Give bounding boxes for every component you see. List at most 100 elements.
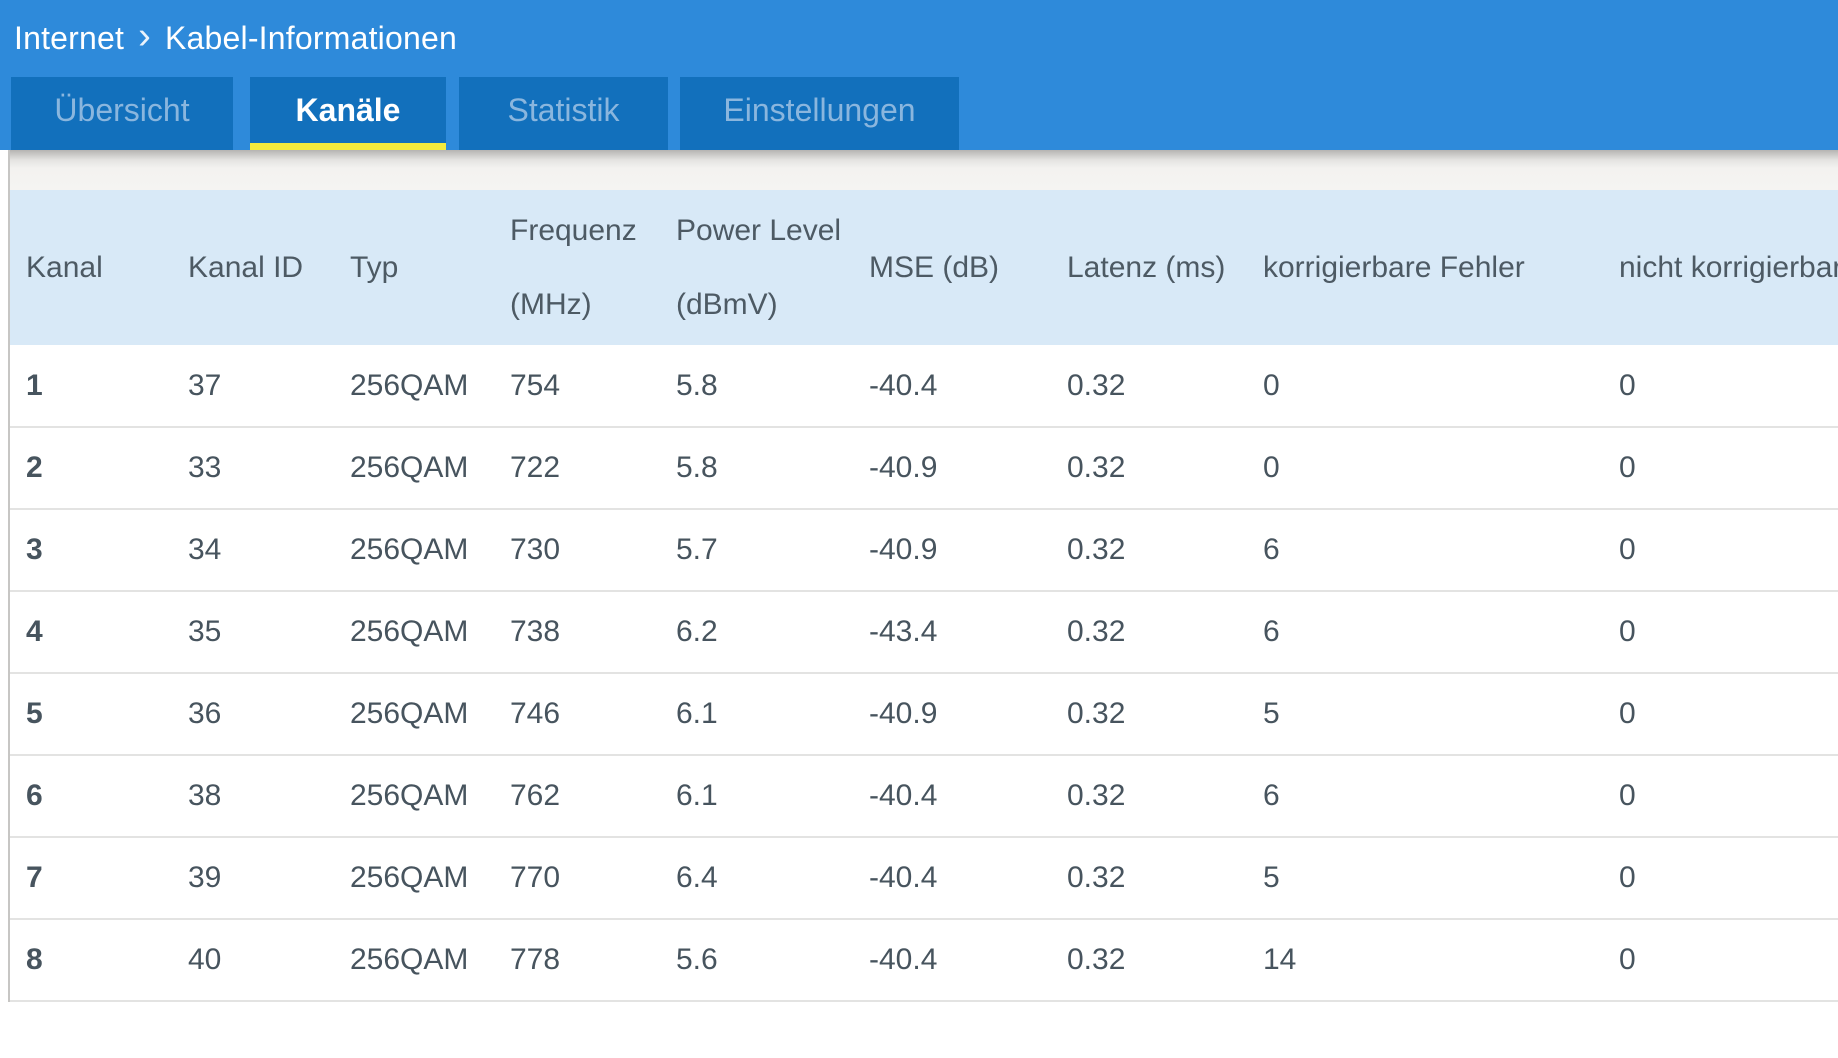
tab-kanaele[interactable]: Kanäle xyxy=(250,77,446,150)
cell-nicht-korrigierbare: 0 xyxy=(1603,836,1838,919)
channel-table: Kanal Kanal ID Typ Frequenz (MHz) Power L… xyxy=(10,190,1838,1002)
table-row: 2 33 256QAM 722 5.8 -40.9 0.32 0 0 xyxy=(10,426,1838,509)
cell-kanal: 5 xyxy=(10,672,172,755)
cell-mse: -40.9 xyxy=(853,508,1051,591)
cell-power-level: 6.1 xyxy=(660,672,853,755)
cell-frequenz: 738 xyxy=(494,590,660,673)
column-header-frequenz: Frequenz (MHz) xyxy=(494,190,660,345)
panel-top-shadow xyxy=(10,150,1838,190)
cell-korrigierbare-fehler: 6 xyxy=(1247,754,1603,837)
cell-korrigierbare-fehler: 6 xyxy=(1247,508,1603,591)
cell-mse: -40.4 xyxy=(853,918,1051,1002)
column-header-kanal-id: Kanal ID xyxy=(172,190,334,345)
column-header-nicht-korrigierbare: nicht korrigierbare xyxy=(1603,190,1838,345)
cell-mse: -40.9 xyxy=(853,426,1051,509)
cell-kanal-id: 38 xyxy=(172,754,334,837)
table-row: 5 36 256QAM 746 6.1 -40.9 0.32 5 0 xyxy=(10,672,1838,755)
cell-power-level: 6.1 xyxy=(660,754,853,837)
cell-typ: 256QAM xyxy=(334,508,494,591)
cell-kanal: 2 xyxy=(10,426,172,509)
cell-latenz: 0.32 xyxy=(1051,426,1247,509)
tab-bar: Übersicht Kanäle Statistik Einstellungen xyxy=(0,77,1838,150)
breadcrumb-section[interactable]: Internet xyxy=(14,20,125,56)
cell-nicht-korrigierbare: 0 xyxy=(1603,918,1838,1002)
cell-typ: 256QAM xyxy=(334,590,494,673)
cell-frequenz: 762 xyxy=(494,754,660,837)
cell-nicht-korrigierbare: 0 xyxy=(1603,345,1838,427)
page-title: Kabel-Informationen xyxy=(164,20,457,56)
cell-frequenz: 754 xyxy=(494,345,660,427)
cell-typ: 256QAM xyxy=(334,345,494,427)
column-header-latenz: Latenz (ms) xyxy=(1051,190,1247,345)
cell-mse: -43.4 xyxy=(853,590,1051,673)
cell-typ: 256QAM xyxy=(334,754,494,837)
table-row: 6 38 256QAM 762 6.1 -40.4 0.32 6 0 xyxy=(10,754,1838,837)
cell-kanal: 1 xyxy=(10,345,172,427)
cell-kanal-id: 40 xyxy=(172,918,334,1002)
column-header-mse: MSE (dB) xyxy=(853,190,1051,345)
cell-kanal: 4 xyxy=(10,590,172,673)
cell-mse: -40.4 xyxy=(853,836,1051,919)
tab-statistik[interactable]: Statistik xyxy=(459,77,668,150)
cell-power-level: 5.8 xyxy=(660,345,853,427)
cell-power-level: 5.7 xyxy=(660,508,853,591)
cell-nicht-korrigierbare: 0 xyxy=(1603,508,1838,591)
breadcrumb: Internet › Kabel-Informationen xyxy=(0,0,1838,77)
cell-latenz: 0.32 xyxy=(1051,918,1247,1002)
cell-kanal: 7 xyxy=(10,836,172,919)
table-row: 1 37 256QAM 754 5.8 -40.4 0.32 0 0 xyxy=(10,345,1838,427)
cell-frequenz: 722 xyxy=(494,426,660,509)
table-row: 4 35 256QAM 738 6.2 -43.4 0.32 6 0 xyxy=(10,590,1838,673)
cell-latenz: 0.32 xyxy=(1051,345,1247,427)
cell-latenz: 0.32 xyxy=(1051,508,1247,591)
cell-power-level: 5.6 xyxy=(660,918,853,1002)
channel-table-body: 1 37 256QAM 754 5.8 -40.4 0.32 0 0 2 33 … xyxy=(10,345,1838,1002)
cell-nicht-korrigierbare: 0 xyxy=(1603,426,1838,509)
cell-kanal-id: 39 xyxy=(172,836,334,919)
cell-power-level: 6.4 xyxy=(660,836,853,919)
chevron-right-icon: › xyxy=(138,15,151,57)
column-header-power-level: Power Level (dBmV) xyxy=(660,190,853,345)
table-row: 8 40 256QAM 778 5.6 -40.4 0.32 14 0 xyxy=(10,918,1838,1002)
cell-typ: 256QAM xyxy=(334,836,494,919)
cell-frequenz: 770 xyxy=(494,836,660,919)
cell-typ: 256QAM xyxy=(334,426,494,509)
cell-kanal: 3 xyxy=(10,508,172,591)
cell-korrigierbare-fehler: 14 xyxy=(1247,918,1603,1002)
app-header: Internet › Kabel-Informationen Übersicht… xyxy=(0,0,1838,150)
cell-nicht-korrigierbare: 0 xyxy=(1603,754,1838,837)
cell-mse: -40.4 xyxy=(853,754,1051,837)
cell-kanal-id: 34 xyxy=(172,508,334,591)
cell-kanal-id: 36 xyxy=(172,672,334,755)
cell-frequenz: 778 xyxy=(494,918,660,1002)
cell-latenz: 0.32 xyxy=(1051,836,1247,919)
cell-typ: 256QAM xyxy=(334,672,494,755)
cell-kanal-id: 33 xyxy=(172,426,334,509)
cell-kanal: 8 xyxy=(10,918,172,1002)
content-area: Kanal Kanal ID Typ Frequenz (MHz) Power L… xyxy=(0,150,1838,1058)
cell-korrigierbare-fehler: 6 xyxy=(1247,590,1603,673)
table-row: 7 39 256QAM 770 6.4 -40.4 0.32 5 0 xyxy=(10,836,1838,919)
cell-nicht-korrigierbare: 0 xyxy=(1603,672,1838,755)
cell-frequenz: 746 xyxy=(494,672,660,755)
cell-korrigierbare-fehler: 0 xyxy=(1247,426,1603,509)
cell-korrigierbare-fehler: 5 xyxy=(1247,836,1603,919)
column-header-typ: Typ xyxy=(334,190,494,345)
cell-kanal: 6 xyxy=(10,754,172,837)
cell-kanal-id: 37 xyxy=(172,345,334,427)
cell-kanal-id: 35 xyxy=(172,590,334,673)
cell-frequenz: 730 xyxy=(494,508,660,591)
cell-power-level: 5.8 xyxy=(660,426,853,509)
cell-mse: -40.4 xyxy=(853,345,1051,427)
channel-table-header: Kanal Kanal ID Typ Frequenz (MHz) Power L… xyxy=(10,190,1838,345)
cell-latenz: 0.32 xyxy=(1051,754,1247,837)
table-row: 3 34 256QAM 730 5.7 -40.9 0.32 6 0 xyxy=(10,508,1838,591)
cell-typ: 256QAM xyxy=(334,918,494,1002)
column-header-kanal: Kanal xyxy=(10,190,172,345)
cell-latenz: 0.32 xyxy=(1051,590,1247,673)
cell-korrigierbare-fehler: 5 xyxy=(1247,672,1603,755)
cell-mse: -40.9 xyxy=(853,672,1051,755)
column-header-korrigierbare-fehler: korrigierbare Fehler xyxy=(1247,190,1603,345)
tab-uebersicht[interactable]: Übersicht xyxy=(11,77,233,150)
tab-einstellungen[interactable]: Einstellungen xyxy=(680,77,959,150)
